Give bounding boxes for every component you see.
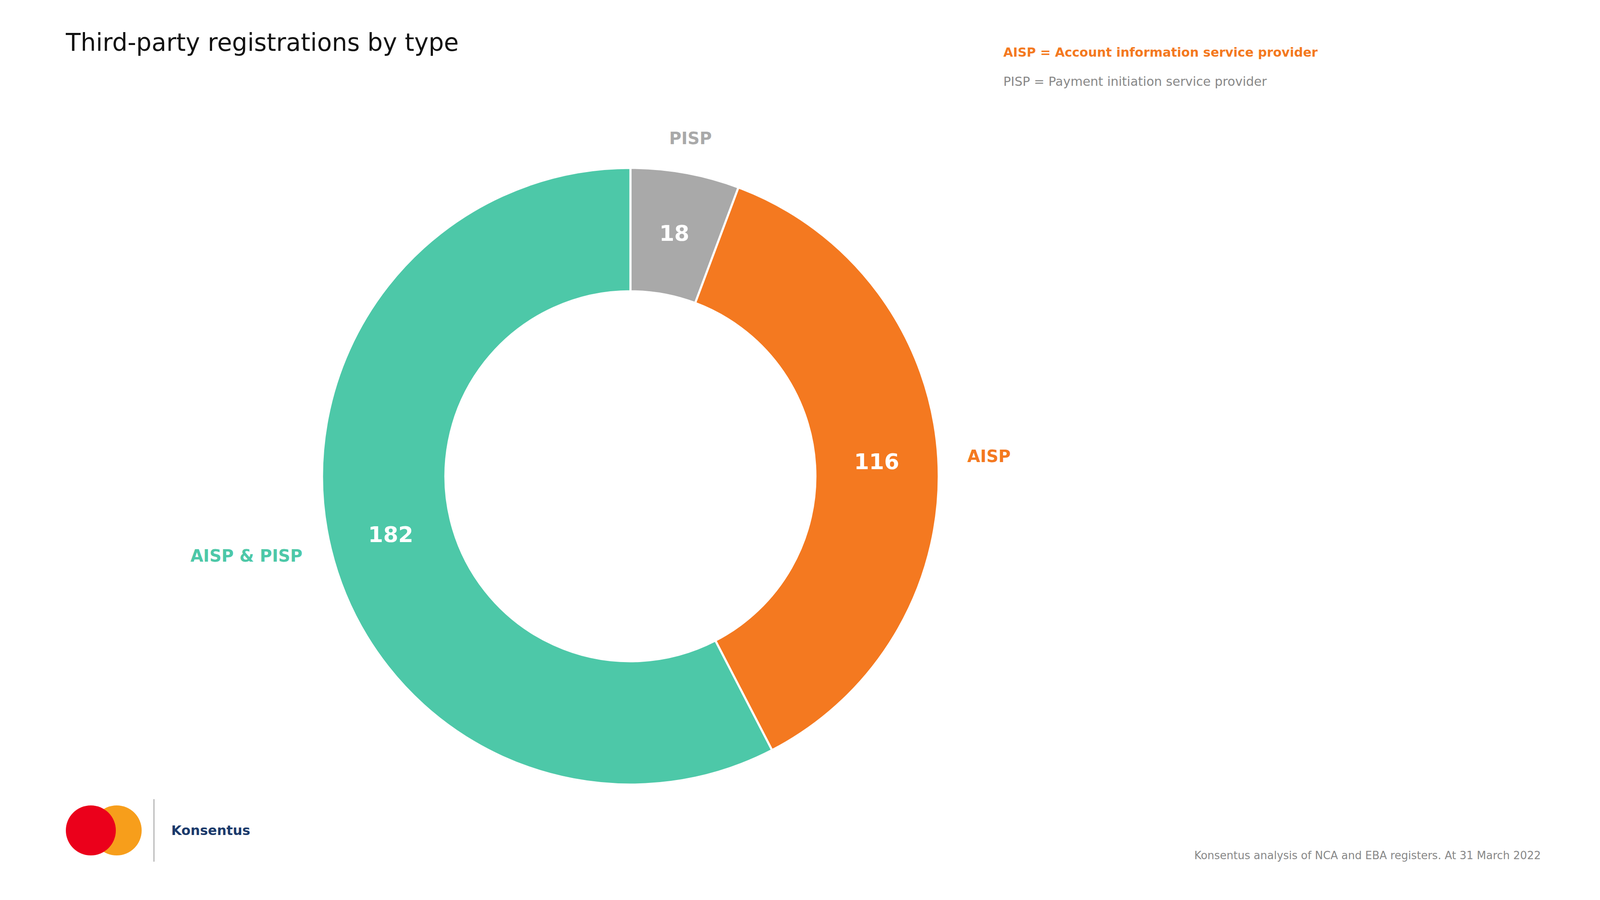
svg-text:PISP: PISP <box>669 128 712 148</box>
html-text:Konsentus analysis of NCA and: Konsentus analysis of NCA and EBA regist… <box>1194 849 1541 862</box>
html-text:PISP = Payment initiation serv: PISP = Payment initiation service provid… <box>1003 74 1267 89</box>
html-text:Konsentus: Konsentus <box>171 822 251 839</box>
svg-text:AISP: AISP <box>967 446 1011 466</box>
svg-text:AISP & PISP: AISP & PISP <box>190 546 303 566</box>
svg-text:182: 182 <box>367 522 414 548</box>
svg-text:116: 116 <box>854 449 900 475</box>
svg-text:18: 18 <box>659 220 690 246</box>
html-text:AISP = Account information ser: AISP = Account information service provi… <box>1003 45 1318 60</box>
html-text:Third-party registrations by t: Third-party registrations by type <box>65 28 459 57</box>
